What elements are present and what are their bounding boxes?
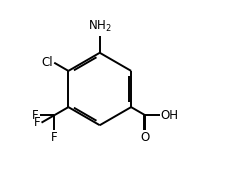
Text: F: F bbox=[34, 116, 40, 129]
Text: NH$_2$: NH$_2$ bbox=[88, 19, 112, 34]
Text: Cl: Cl bbox=[41, 56, 53, 69]
Text: F: F bbox=[32, 109, 39, 122]
Text: OH: OH bbox=[161, 109, 179, 122]
Text: F: F bbox=[51, 131, 58, 144]
Text: O: O bbox=[141, 131, 150, 144]
